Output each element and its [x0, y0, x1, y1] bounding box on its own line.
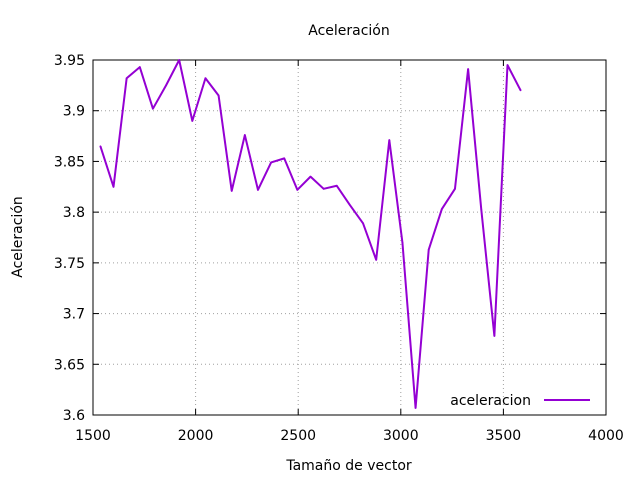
data-point — [349, 204, 351, 206]
x-tick-label: 2500 — [280, 428, 316, 444]
data-point — [217, 94, 220, 97]
legend: aceleracion — [450, 393, 590, 409]
y-tick-label: 3.65 — [54, 357, 85, 373]
y-tick-label: 3.9 — [63, 104, 85, 120]
data-point — [244, 134, 246, 136]
data-point — [99, 145, 102, 148]
data-point — [125, 77, 128, 80]
y-tick-label: 3.6 — [63, 408, 85, 424]
y-axis-label: Aceleración — [10, 196, 26, 278]
data-point — [401, 241, 404, 244]
data-point — [257, 189, 259, 191]
data-point — [165, 84, 167, 87]
y-tick-label: 3.95 — [54, 53, 85, 69]
data-point — [230, 190, 233, 192]
x-tick-label: 2000 — [178, 428, 214, 444]
x-axis-label: Tamaño de vector — [285, 458, 412, 474]
x-tick-label: 3000 — [383, 428, 419, 444]
data-point — [441, 208, 443, 210]
data-point — [454, 188, 456, 190]
series-lines — [99, 59, 522, 409]
data-point — [362, 222, 364, 225]
x-tick-label: 3500 — [486, 428, 522, 444]
y-tick-label: 3.75 — [54, 256, 85, 272]
data-point — [414, 407, 417, 409]
data-point — [191, 120, 194, 122]
y-tick-label: 3.7 — [63, 307, 85, 323]
data-point — [270, 161, 272, 164]
data-point — [480, 208, 483, 210]
data-point — [112, 185, 115, 188]
data-point — [322, 188, 325, 190]
chart-title: Aceleración — [308, 23, 390, 39]
grid-lines — [93, 60, 606, 415]
data-point — [138, 66, 141, 68]
data-point — [335, 184, 338, 187]
plot-frame — [92, 59, 607, 416]
data-point — [506, 64, 509, 66]
data-point — [519, 89, 522, 92]
data-point — [375, 259, 377, 261]
data-point — [204, 77, 207, 80]
y-tick-label: 3.8 — [63, 205, 85, 221]
data-point — [296, 189, 299, 191]
y-tick-label: 3.85 — [54, 154, 85, 170]
data-point — [152, 107, 154, 110]
legend-label-aceleracion: aceleracion — [450, 393, 531, 409]
data-point — [427, 248, 430, 251]
x-tick-label: 4000 — [588, 428, 624, 444]
axis-ticks: 1500 2000 2500 3000 3500 4000 3.6 3.65 3.7 3.75 3.… — [54, 53, 624, 444]
data-point — [467, 68, 469, 70]
data-point — [283, 157, 286, 160]
data-point — [178, 59, 180, 61]
data-point — [388, 139, 391, 141]
data-point — [493, 335, 496, 337]
data-point — [309, 175, 312, 178]
x-tick-label: 1500 — [75, 428, 111, 444]
